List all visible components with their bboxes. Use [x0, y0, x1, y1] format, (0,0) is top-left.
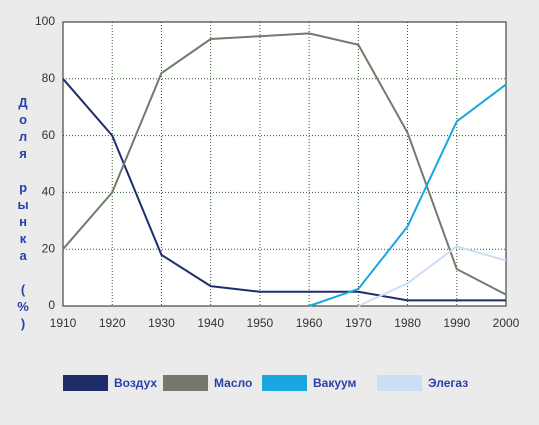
series-line	[308, 83, 507, 307]
x-tick-label: 1980	[394, 316, 421, 330]
x-tick-label: 2000	[493, 316, 520, 330]
y-tick-label: 0	[48, 298, 55, 312]
legend-swatch	[163, 375, 208, 391]
x-tick-label: 1940	[197, 316, 224, 330]
x-tick-label: 1960	[296, 316, 323, 330]
legend-label: Вакуум	[313, 376, 357, 390]
y-tick-label: 40	[42, 185, 56, 199]
legend-swatch	[377, 375, 422, 391]
x-tick-label: 1970	[345, 316, 372, 330]
series-line	[62, 78, 506, 302]
x-tick-label: 1920	[99, 316, 126, 330]
y-tick-label: 80	[42, 71, 56, 85]
legend-label: Масло	[214, 376, 252, 390]
legend-label: Воздух	[114, 376, 157, 390]
plot-area	[63, 22, 506, 306]
y-tick-label: 60	[42, 128, 56, 142]
x-tick-label: 1930	[148, 316, 175, 330]
x-tick-label: 1990	[443, 316, 470, 330]
y-tick-label: 100	[35, 14, 55, 28]
series-line	[62, 32, 507, 296]
plot-border	[62, 21, 507, 307]
y-axis-label: Доля рынка (%)	[16, 95, 31, 333]
y-tick-label: 20	[42, 241, 56, 255]
x-tick-label: 1950	[247, 316, 274, 330]
x-tick-label: 1910	[50, 316, 77, 330]
legend-swatch	[63, 375, 108, 391]
series-line	[357, 245, 507, 307]
legend-label: Элегаз	[428, 376, 468, 390]
legend-swatch	[262, 375, 307, 391]
